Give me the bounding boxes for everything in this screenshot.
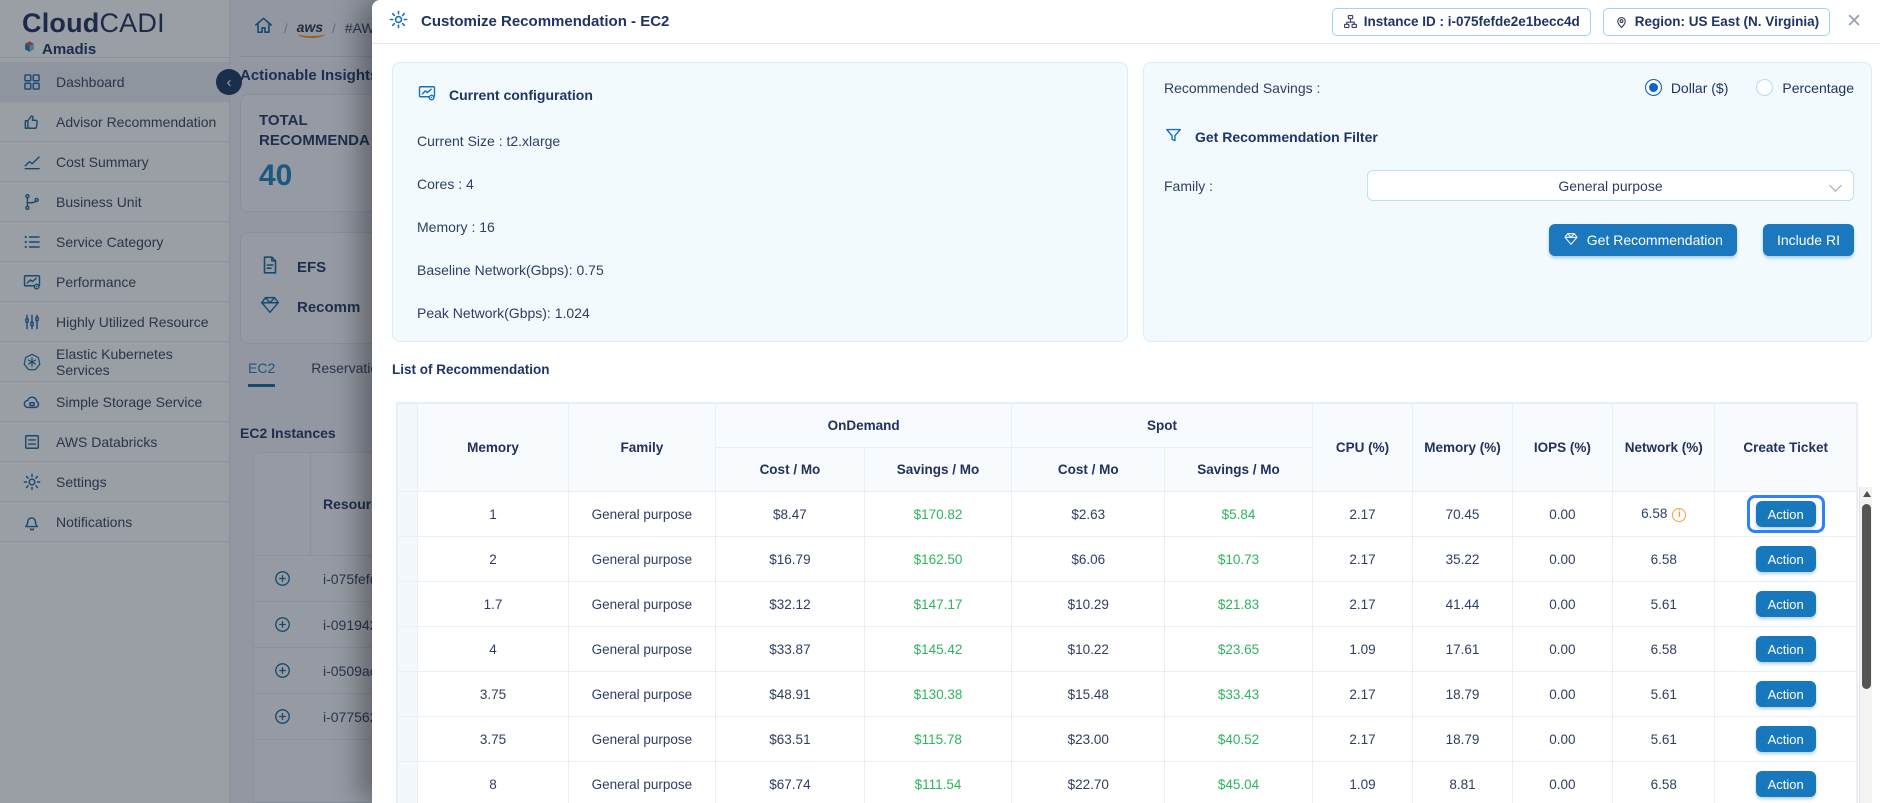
table-row: 1.7 General purpose $32.12 $147.17 $10.2… — [398, 582, 1857, 627]
action-button[interactable]: Action — [1756, 591, 1816, 617]
modal-header: Customize Recommendation - EC2 Instance … — [372, 0, 1880, 44]
column-header-iops: IOPS (%) — [1512, 404, 1613, 492]
app-screen: CloudCADI Amadis Dashboard Advisor Recom… — [0, 0, 1880, 803]
action-button[interactable]: Action — [1756, 681, 1816, 707]
table-row: 1 General purpose $8.47 $170.82 $2.63 $5… — [398, 492, 1857, 537]
focused-action-ring: Action — [1747, 495, 1825, 533]
table-row: 4 General purpose $33.87 $145.42 $10.22 … — [398, 627, 1857, 672]
column-header-od-savings: Savings / Mo — [864, 448, 1011, 492]
table-row: 3.75 General purpose $48.91 $130.38 $15.… — [398, 672, 1857, 717]
column-group-spot: Spot — [1012, 404, 1313, 448]
column-header-memory-pct: Memory (%) — [1413, 404, 1512, 492]
radio-percentage[interactable]: Percentage — [1756, 79, 1854, 96]
recommended-savings-label: Recommended Savings : — [1164, 80, 1320, 96]
info-icon[interactable]: i — [1672, 508, 1686, 522]
radio-dollar[interactable]: Dollar ($) — [1645, 79, 1729, 96]
action-button[interactable]: Action — [1756, 726, 1816, 752]
recommendation-filter-panel: Recommended Savings : Dollar ($) Percent… — [1143, 62, 1872, 342]
column-header-memory: Memory — [418, 404, 568, 492]
radio-selected-icon — [1645, 79, 1662, 96]
column-header-family: Family — [568, 404, 715, 492]
column-group-ondemand: OnDemand — [716, 404, 1012, 448]
column-header-spot-cost: Cost / Mo — [1012, 448, 1165, 492]
vertical-scrollbar[interactable] — [1859, 487, 1872, 803]
action-button[interactable]: Action — [1756, 501, 1816, 527]
action-button[interactable]: Action — [1756, 546, 1816, 572]
table-row: 3.75 General purpose $63.51 $115.78 $23.… — [398, 717, 1857, 762]
column-header-spot-savings: Savings / Mo — [1165, 448, 1312, 492]
memory: Memory : 16 — [417, 219, 1103, 235]
scrollbar-thumb[interactable] — [1862, 504, 1871, 689]
peak-network: Peak Network(Gbps): 1.024 — [417, 305, 1103, 321]
chart-monitor-icon — [417, 83, 437, 106]
radio-unselected-icon — [1756, 79, 1773, 96]
chevron-down-icon — [1829, 179, 1842, 192]
customize-recommendation-modal: Customize Recommendation - EC2 Instance … — [372, 0, 1880, 803]
funnel-icon — [1164, 126, 1183, 148]
modal-title: Customize Recommendation - EC2 — [421, 13, 669, 30]
baseline-network: Baseline Network(Gbps): 0.75 — [417, 262, 1103, 278]
get-recommendation-button[interactable]: Get Recommendation — [1549, 224, 1737, 256]
panel-title: Current configuration — [449, 87, 593, 103]
column-header-create-ticket: Create Ticket — [1715, 404, 1857, 492]
current-size: Current Size : t2.xlarge — [417, 133, 1103, 149]
region-badge: Region: US East (N. Virginia) — [1603, 8, 1830, 36]
close-icon[interactable]: ✕ — [1842, 10, 1866, 33]
recommendation-table: Memory Family OnDemand Spot CPU (%) Memo… — [396, 402, 1858, 803]
filter-title: Get Recommendation Filter — [1195, 129, 1378, 145]
gear-icon — [388, 9, 409, 34]
column-header-cpu: CPU (%) — [1312, 404, 1413, 492]
current-configuration-panel: Current configuration Current Size : t2.… — [392, 62, 1128, 342]
action-button[interactable]: Action — [1756, 771, 1816, 797]
cores: Cores : 4 — [417, 176, 1103, 192]
action-button[interactable]: Action — [1756, 636, 1816, 662]
scrollbar-up-icon[interactable] — [1863, 491, 1871, 497]
family-select[interactable]: General purpose — [1367, 170, 1854, 201]
sitemap-icon — [1343, 14, 1358, 29]
include-ri-button[interactable]: Include RI — [1763, 224, 1854, 256]
table-row: 2 General purpose $16.79 $162.50 $6.06 $… — [398, 537, 1857, 582]
column-header-od-cost: Cost / Mo — [716, 448, 865, 492]
gem-icon — [1563, 231, 1579, 250]
table-row: 8 General purpose $67.74 $111.54 $22.70 … — [398, 762, 1857, 803]
instance-id-badge: Instance ID : i-075fefde2e1becc4d — [1332, 8, 1591, 36]
family-label: Family : — [1164, 178, 1213, 194]
list-of-recommendation-title: List of Recommendation — [392, 362, 550, 377]
location-pin-icon — [1614, 14, 1629, 29]
column-header-network: Network (%) — [1613, 404, 1715, 492]
